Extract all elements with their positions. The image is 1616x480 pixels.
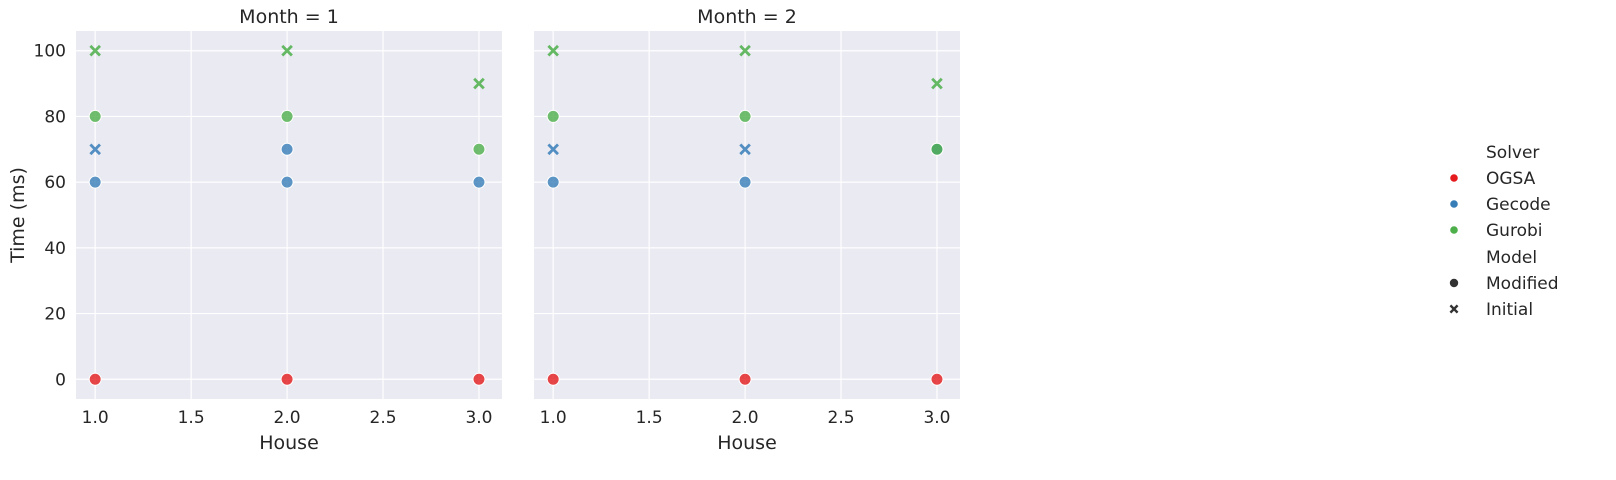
legend-label-modified: Modified	[1486, 274, 1559, 294]
panel-background	[534, 31, 960, 399]
x-tick-label: 2.0	[732, 408, 759, 428]
x-axis-label: House	[717, 432, 777, 454]
y-axis-label: Time (ms)	[7, 167, 29, 264]
y-tick-label: 80	[44, 107, 66, 127]
point-gecode-initial	[739, 143, 751, 156]
y-tick-labels: 0 20 40 60 80 100	[34, 42, 66, 391]
point-ogsa-modified	[738, 372, 752, 386]
point-gurobi-initial	[547, 44, 559, 57]
x-tick-labels: 1.0 1.5 2.0 2.5 3.0	[82, 408, 493, 428]
point-gurobi-initial	[281, 44, 293, 57]
point-gecode-modified	[546, 175, 560, 189]
x-tick-label: 2.0	[274, 408, 301, 428]
x-tick-label: 1.0	[82, 408, 109, 428]
point-gecode-modified	[738, 175, 752, 189]
point-gurobi-initial	[473, 77, 485, 90]
point-gurobi-initial	[931, 77, 943, 90]
y-tick-label: 100	[34, 42, 66, 62]
point-gecode-modified	[472, 175, 486, 189]
legend-marker-modified	[1449, 278, 1459, 288]
point-gecode-modified	[280, 142, 294, 156]
x-tick-label: 1.5	[636, 408, 663, 428]
panel-background	[76, 31, 502, 399]
point-gurobi-modified	[88, 109, 102, 123]
point-gurobi-modified	[280, 109, 294, 123]
data-points	[88, 44, 486, 386]
x-tick-label: 1.5	[178, 408, 205, 428]
y-tick-label: 20	[44, 305, 66, 325]
y-tick-label: 40	[44, 239, 66, 259]
x-tick-labels: 1.0 1.5 2.0 2.5 3.0	[540, 408, 951, 428]
point-ogsa-modified	[546, 372, 560, 386]
legend-label-gurobi: Gurobi	[1486, 221, 1542, 241]
data-points	[546, 44, 944, 386]
panel-title: Month = 2	[697, 6, 797, 28]
point-ogsa-modified	[930, 372, 944, 386]
x-tick-label: 2.5	[828, 408, 855, 428]
point-gurobi-initial	[89, 44, 101, 57]
panel-month-1: 1.0 1.5 2.0 2.5 3.0 0 20 40 60 80 100 Month = 1 H…	[7, 6, 502, 454]
legend-marker-ogsa	[1449, 173, 1459, 183]
x-tick-label: 1.0	[540, 408, 567, 428]
point-ogsa-modified	[472, 372, 486, 386]
panel-title: Month = 1	[239, 6, 339, 28]
y-tick-label: 0	[55, 370, 66, 390]
point-gecode-modified	[280, 175, 294, 189]
legend-title-model: Model	[1486, 248, 1537, 268]
point-gurobi-initial	[739, 44, 751, 57]
legend-label-ogsa: OGSA	[1486, 169, 1536, 189]
x-tick-label: 3.0	[465, 408, 492, 428]
point-gecode-initial	[547, 143, 559, 156]
legend-marker-initial	[1449, 304, 1459, 314]
x-tick-label: 3.0	[923, 408, 950, 428]
point-ogsa-modified	[88, 372, 102, 386]
legend-model-items: Modified Initial	[1449, 274, 1559, 320]
legend: Solver OGSA Gecode Gurobi Model Modified In…	[1449, 143, 1559, 320]
x-tick-label: 2.5	[370, 408, 397, 428]
legend-marker-gecode	[1449, 199, 1459, 209]
legend-solver-items: OGSA Gecode Gurobi	[1449, 169, 1551, 241]
point-gecode-initial	[89, 143, 101, 156]
legend-marker-gurobi	[1449, 225, 1459, 235]
point-gecode-modified	[88, 175, 102, 189]
legend-title-solver: Solver	[1486, 143, 1539, 163]
point-gurobi-modified	[546, 109, 560, 123]
point-gurobi-modified	[472, 142, 486, 156]
x-axis-label: House	[259, 432, 319, 454]
y-tick-label: 60	[44, 173, 66, 193]
legend-label-initial: Initial	[1486, 300, 1533, 320]
legend-label-gecode: Gecode	[1486, 195, 1551, 215]
point-gurobi-modified	[738, 109, 752, 123]
panel-month-2: 1.0 1.5 2.0 2.5 3.0 Month = 2 House	[534, 6, 960, 454]
point-ogsa-modified	[280, 372, 294, 386]
point-gurobi-modified	[930, 142, 944, 156]
